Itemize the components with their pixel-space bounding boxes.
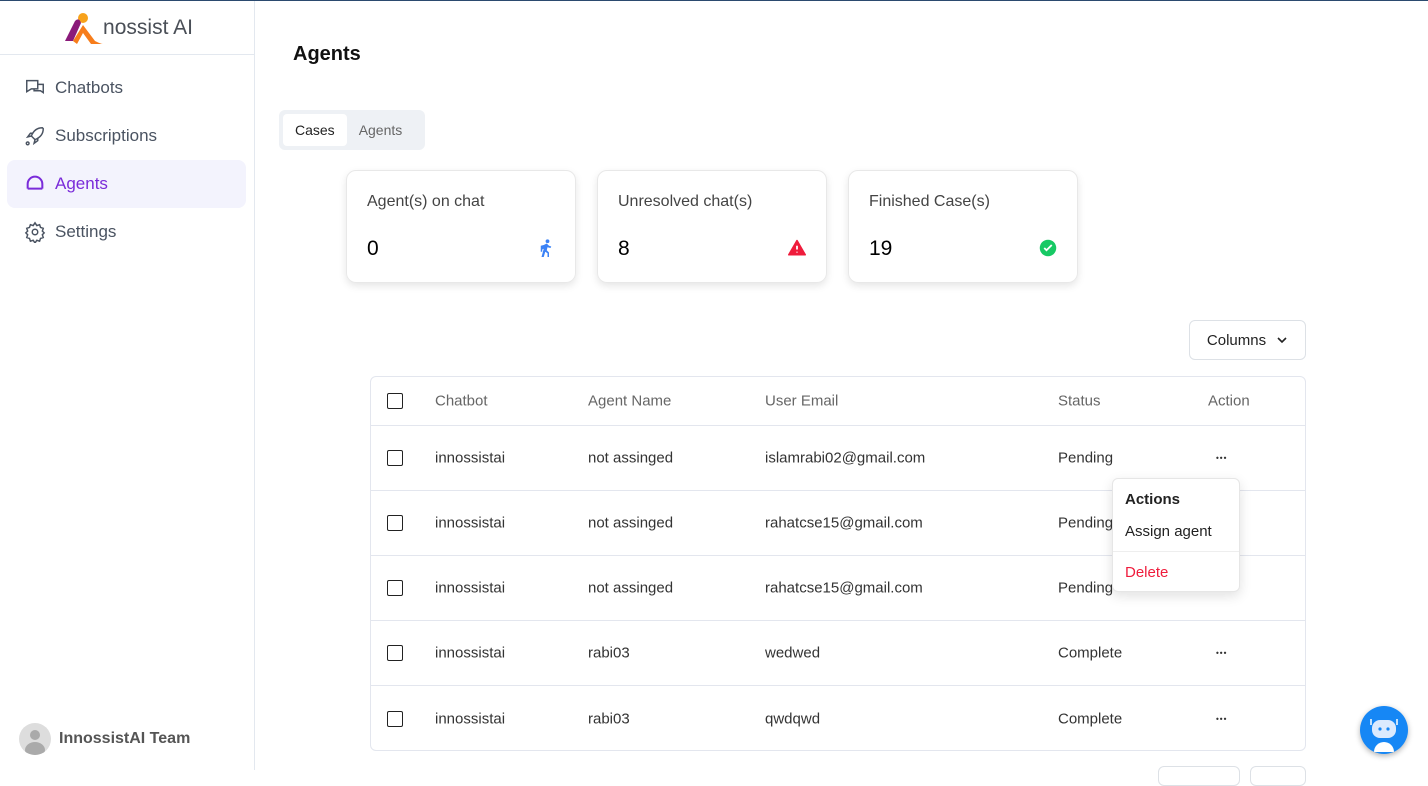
row-checkbox[interactable] <box>387 515 403 531</box>
sidebar: nossist AI Chatbots Subscriptions Agents… <box>0 1 255 770</box>
menu-item-assign-agent[interactable]: Assign agent <box>1125 523 1212 540</box>
cell-agent-name: not assinged <box>588 579 674 597</box>
sidebar-item-label: Settings <box>55 222 117 241</box>
avatar <box>19 723 51 755</box>
actions-menu: Actions Assign agent Delete <box>1112 478 1240 592</box>
sidebar-item-label: Subscriptions <box>55 126 158 145</box>
stat-label: Agent(s) on chat <box>367 193 485 210</box>
pagination-next[interactable] <box>1250 766 1306 786</box>
cell-chatbot: innossistai <box>435 514 506 532</box>
tab-bar: Cases Agents <box>279 110 425 150</box>
cell-agent-name: not assinged <box>588 449 674 467</box>
sidebar-item-settings[interactable]: Settings <box>7 208 246 256</box>
cell-agent-name: not assinged <box>588 514 674 532</box>
menu-divider <box>1113 551 1239 552</box>
table-row: innossistai not assinged rahatcse15@gmail.… <box>371 556 1305 621</box>
cell-agent-name: rabi03 <box>588 710 630 727</box>
cell-user-email: rahatcse15@gmail.com <box>765 579 923 597</box>
sidebar-item-subscriptions[interactable]: Subscriptions <box>7 112 246 160</box>
headset-icon <box>26 175 44 190</box>
header-user-email[interactable]: User Email <box>765 392 839 410</box>
cell-status: Pending <box>1058 514 1114 532</box>
rocket-icon <box>25 127 44 146</box>
sidebar-item-chatbots[interactable]: Chatbots <box>7 64 246 112</box>
header-action: Action <box>1208 392 1250 410</box>
menu-title: Actions <box>1125 491 1181 508</box>
more-actions-icon[interactable]: ••• <box>1216 453 1228 463</box>
stat-card-agents-on-chat: Agent(s) on chat 0 <box>346 170 576 283</box>
gear-icon <box>24 221 46 243</box>
cell-chatbot: innossistai <box>435 644 506 662</box>
table-row: innossistai rabi03 wedwed Complete ••• <box>371 621 1305 686</box>
row-checkbox[interactable] <box>387 580 403 596</box>
user-name: InnossistAI Team <box>59 730 191 747</box>
stat-card-finished: Finished Case(s) 19 <box>848 170 1078 283</box>
header-chatbot[interactable]: Chatbot <box>435 392 488 410</box>
more-actions-icon[interactable]: ••• <box>1216 648 1228 658</box>
columns-button[interactable]: Columns <box>1189 320 1306 360</box>
user-profile[interactable]: InnossistAI Team <box>19 723 190 755</box>
chat-icon <box>26 79 44 94</box>
more-actions-icon[interactable]: ••• <box>1216 714 1228 723</box>
table-header: Chatbot Agent Name User Email Status Act… <box>371 377 1305 426</box>
tab-agents[interactable]: Agents <box>358 122 403 138</box>
select-all-checkbox[interactable] <box>387 393 403 409</box>
check-circle-icon <box>1039 239 1057 257</box>
table-row: innossistai rabi03 qwdqwd Complete ••• <box>371 686 1305 751</box>
cell-user-email: qwdqwd <box>765 710 821 727</box>
cell-status: Pending <box>1058 449 1114 467</box>
row-checkbox[interactable] <box>387 710 403 727</box>
cell-status: Pending <box>1058 579 1114 597</box>
running-person-icon <box>540 239 552 257</box>
logo-icon <box>65 12 104 44</box>
sidebar-item-label: Chatbots <box>55 78 124 97</box>
cases-table: Chatbot Agent Name User Email Status Act… <box>370 376 1306 751</box>
columns-label: Columns <box>1206 331 1267 349</box>
tab-cases[interactable]: Cases <box>283 114 347 146</box>
stat-value: 19 <box>869 237 893 260</box>
warning-icon <box>788 239 806 256</box>
header-agent-name[interactable]: Agent Name <box>588 392 672 410</box>
cell-chatbot: innossistai <box>435 710 506 727</box>
cell-user-email: islamrabi02@gmail.com <box>765 449 926 467</box>
chatbot-launcher[interactable] <box>1360 706 1408 754</box>
row-checkbox[interactable] <box>387 645 403 661</box>
pagination-prev[interactable] <box>1158 766 1240 786</box>
logo[interactable]: nossist AI <box>0 1 254 55</box>
row-checkbox[interactable] <box>387 450 403 466</box>
sidebar-item-label: Agents <box>55 174 108 193</box>
stat-card-unresolved: Unresolved chat(s) 8 <box>597 170 827 283</box>
chevron-down-icon <box>1277 337 1287 344</box>
cell-chatbot: innossistai <box>435 579 506 597</box>
cell-user-email: rahatcse15@gmail.com <box>765 514 923 532</box>
cell-status: Complete <box>1058 710 1123 727</box>
stat-label: Unresolved chat(s) <box>618 193 753 210</box>
table-row: innossistai not assinged islamrabi02@gmail… <box>371 426 1305 491</box>
cell-agent-name: rabi03 <box>588 644 630 662</box>
robot-icon <box>1370 719 1398 752</box>
table-row: innossistai not assinged rahatcse15@gmail.… <box>371 491 1305 556</box>
brand-name: nossist AI <box>103 15 193 39</box>
cell-chatbot: innossistai <box>435 449 506 467</box>
stat-value: 0 <box>367 237 379 260</box>
cell-user-email: wedwed <box>765 644 821 662</box>
stat-value: 8 <box>618 237 630 260</box>
page-title: Agents <box>293 43 361 65</box>
header-status[interactable]: Status <box>1058 392 1101 410</box>
menu-item-delete[interactable]: Delete <box>1125 564 1169 581</box>
stat-label: Finished Case(s) <box>869 193 990 210</box>
sidebar-item-agents[interactable]: Agents <box>7 160 246 208</box>
cell-status: Complete <box>1058 644 1123 662</box>
